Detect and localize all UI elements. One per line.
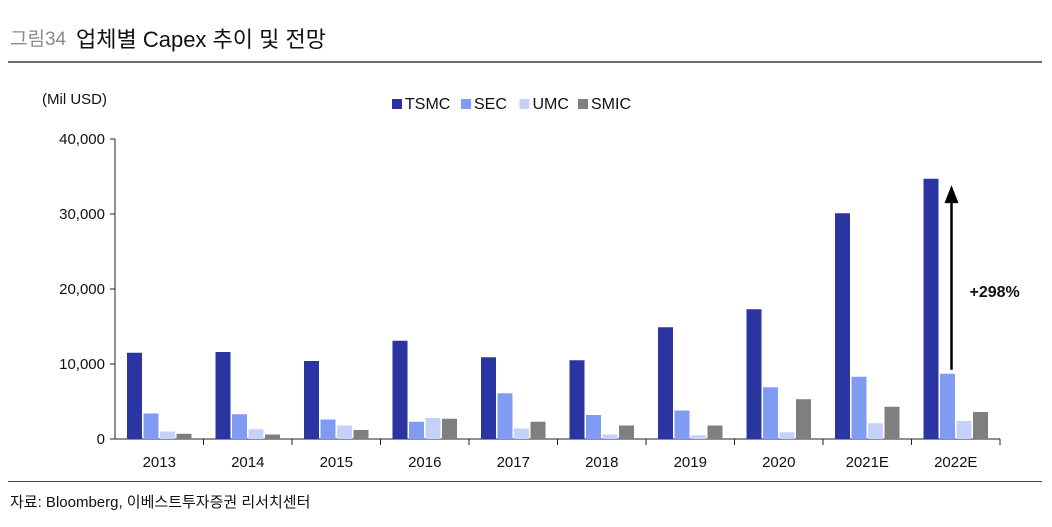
bar-umc	[956, 421, 972, 439]
bar-umc	[868, 423, 883, 439]
bar-sec	[409, 421, 424, 439]
bar-smic	[707, 425, 723, 439]
chart-title: 업체별 Capex 추이 및 전망	[76, 27, 326, 52]
legend-swatch	[578, 99, 588, 109]
bar-sec	[763, 387, 778, 439]
legend-entry: UMC	[533, 96, 569, 113]
bar-sec	[674, 410, 690, 439]
bar-smic	[973, 412, 988, 439]
legend-swatch	[392, 99, 402, 109]
bar-umc	[514, 428, 529, 439]
bar-umc	[425, 418, 441, 439]
bar-tsmc	[569, 360, 585, 439]
bar-sec	[497, 393, 513, 439]
legend-swatch	[519, 99, 530, 109]
bar-tsmc	[392, 340, 408, 439]
bar-smic	[442, 418, 457, 439]
bar-smic	[265, 434, 280, 439]
figure-header: 그림34 업체별 Capex 추이 및 전망	[0, 0, 1052, 62]
y-tick-label: 20,000	[59, 281, 105, 298]
bar-umc	[160, 431, 175, 439]
bar-umc	[691, 435, 706, 439]
x-tick-label: 2017	[497, 454, 530, 471]
x-tick-label: 2022E	[934, 454, 977, 471]
bar-tsmc	[304, 361, 319, 439]
bar-smic	[619, 425, 634, 439]
bar-smic	[530, 421, 546, 439]
bar-tsmc	[746, 309, 762, 439]
bar-tsmc	[923, 178, 939, 439]
x-tick-label: 2019	[674, 454, 707, 471]
bar-tsmc	[658, 327, 673, 439]
x-tick-label: 2016	[408, 454, 441, 471]
bottom-divider	[8, 481, 1042, 482]
bar-sec	[320, 419, 336, 439]
bar-smic	[796, 399, 811, 439]
bar-sec	[232, 414, 247, 439]
x-tick-label: 2020	[762, 454, 795, 471]
x-tick-label: 2018	[585, 454, 618, 471]
x-tick-label: 2021E	[846, 454, 889, 471]
bar-sec	[940, 373, 955, 439]
bar-umc	[602, 434, 618, 439]
bar-umc	[248, 429, 264, 439]
chart-bars	[127, 178, 988, 439]
bar-sec	[586, 415, 601, 439]
bar-tsmc	[481, 357, 496, 439]
y-tick-label: 10,000	[59, 356, 105, 373]
bar-smic	[884, 406, 900, 439]
bar-umc	[779, 432, 795, 439]
y-tick-label: 30,000	[59, 206, 105, 223]
x-tick-label: 2015	[320, 454, 353, 471]
x-tick-label: 2013	[143, 454, 176, 471]
source-note: 자료: Bloomberg, 이베스트투자증권 리서치센터	[10, 494, 311, 511]
growth-label: +298%	[970, 284, 1020, 301]
bar-umc	[337, 425, 352, 439]
y-tick-label: 40,000	[59, 131, 105, 148]
legend: TSMC SEC UMC SMIC	[392, 96, 631, 113]
bar-tsmc	[215, 352, 231, 439]
bar-smic	[353, 430, 369, 439]
bar-sec	[851, 376, 867, 439]
y-axis-unit-label: (Mil USD)	[42, 91, 107, 108]
top-divider	[8, 61, 1042, 63]
y-tick-label: 0	[97, 431, 105, 448]
legend-swatch	[461, 99, 471, 109]
figure-label: 그림34	[10, 29, 67, 50]
legend-entry: TSMC	[405, 96, 450, 113]
x-tick-label: 2014	[231, 454, 264, 471]
chart-axes: 0 10,000 20,000 30,000 40,000 2013 2014 2015 201…	[59, 131, 1001, 471]
bar-sec	[143, 413, 159, 439]
growth-arrow-head	[944, 185, 959, 204]
bar-tsmc	[835, 213, 850, 439]
bar-chart: (Mil USD) TSMC SEC UMC SMIC 0 10,000 20,000 30…	[42, 91, 1020, 471]
bar-smic	[176, 433, 192, 439]
bar-tsmc	[127, 352, 142, 439]
growth-annotation: +298%	[944, 185, 1020, 370]
legend-entry: SMIC	[591, 96, 631, 113]
legend-entry: SEC	[474, 96, 507, 113]
